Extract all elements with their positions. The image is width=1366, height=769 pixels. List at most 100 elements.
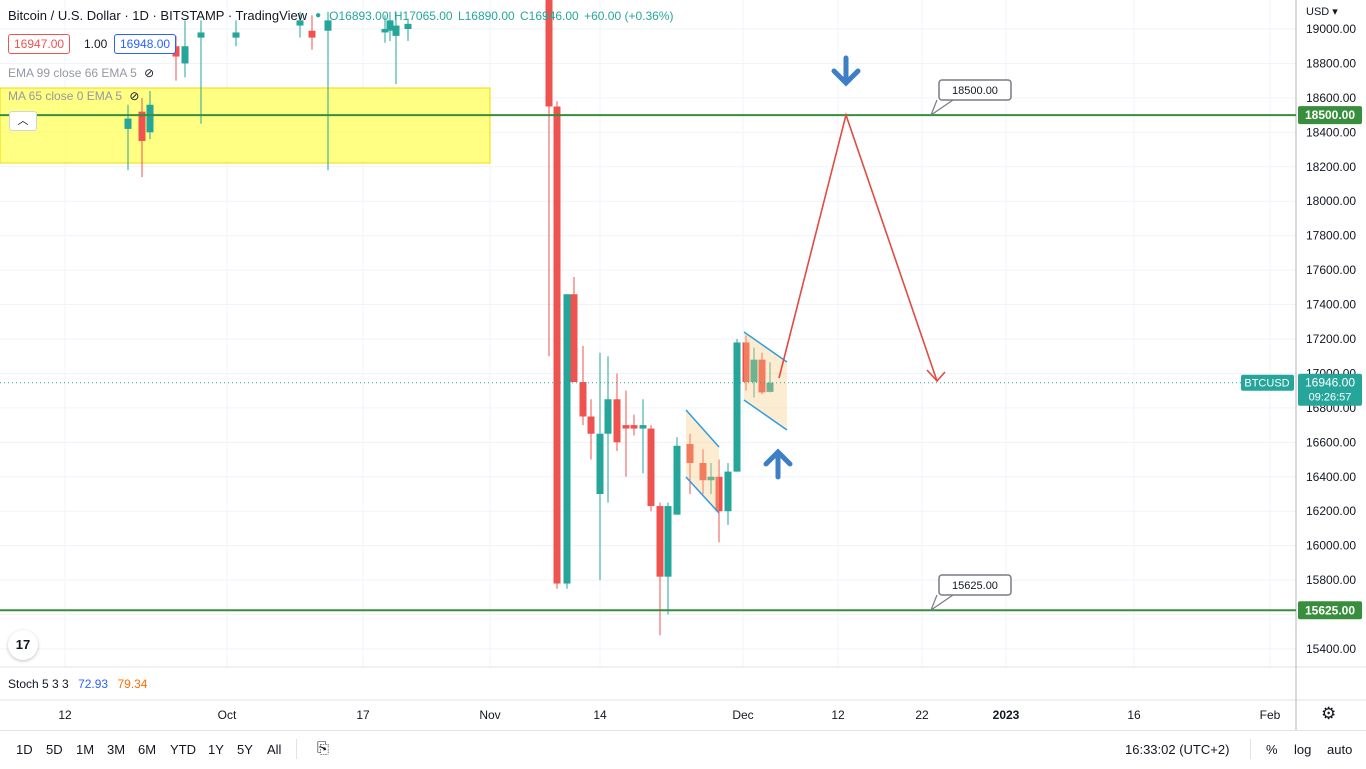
timeframe-5y[interactable]: 5Y bbox=[237, 742, 253, 757]
indicator-ma-legend[interactable]: MA 65 close 0 EMA 5 ⊘ bbox=[8, 89, 139, 103]
indicator-ma-label: MA 65 close 0 EMA 5 bbox=[8, 89, 123, 103]
stoch-name: Stoch 5 3 3 bbox=[8, 677, 69, 691]
gear-icon[interactable]: ⚙ bbox=[1321, 704, 1337, 723]
candle-body[interactable] bbox=[570, 294, 578, 383]
candle-body[interactable] bbox=[553, 106, 561, 584]
candle-body[interactable] bbox=[686, 444, 694, 463]
clock[interactable]: 16:33:02 (UTC+2) bbox=[1125, 742, 1230, 757]
candle-body[interactable] bbox=[146, 104, 154, 133]
candle-body[interactable] bbox=[587, 416, 595, 434]
candle-body[interactable] bbox=[138, 111, 146, 141]
percent-toggle[interactable]: % bbox=[1266, 742, 1278, 757]
arrow-down-icon[interactable] bbox=[831, 55, 861, 87]
compare-icon[interactable]: ⎘ bbox=[317, 740, 330, 757]
candle-body[interactable] bbox=[724, 471, 732, 512]
candle-body[interactable] bbox=[656, 506, 664, 577]
log-toggle[interactable]: log bbox=[1294, 742, 1312, 757]
stoch-legend[interactable]: Stoch 5 3 3 72.93 79.34 bbox=[8, 677, 147, 691]
candle-body[interactable] bbox=[715, 476, 723, 512]
candle-body[interactable] bbox=[404, 23, 412, 29]
candle-body[interactable] bbox=[324, 20, 332, 31]
indicator-ema-label: EMA 99 close 66 EMA 5 bbox=[8, 66, 137, 80]
candle-body[interactable] bbox=[613, 399, 621, 443]
time-axis-label: 16 bbox=[1127, 708, 1141, 722]
timeframe-3m[interactable]: 3M bbox=[107, 742, 126, 757]
time-axis-label: Dec bbox=[732, 708, 753, 722]
candle-body[interactable] bbox=[604, 399, 612, 434]
price-tick-label: 16200.00 bbox=[1306, 504, 1356, 518]
candle-body[interactable] bbox=[232, 32, 240, 38]
timeframe-ytd[interactable]: YTD bbox=[170, 742, 196, 757]
candle-body[interactable] bbox=[742, 342, 750, 383]
candle-body[interactable] bbox=[563, 294, 571, 584]
currency-selector[interactable]: USD ▾ bbox=[1306, 6, 1338, 18]
arrow-up-icon[interactable] bbox=[763, 448, 793, 480]
candle-body[interactable] bbox=[296, 20, 304, 26]
price-tick-label: 17400.00 bbox=[1306, 298, 1356, 312]
callout-top-box[interactable] bbox=[938, 79, 1012, 101]
indicator-ema-legend[interactable]: EMA 99 close 66 EMA 5 ⊘ bbox=[8, 66, 154, 80]
candle-body[interactable] bbox=[308, 30, 316, 38]
buy-price-button[interactable]: 16948.00 bbox=[114, 34, 177, 54]
ohlc-change: +60.00 (+0.36%) bbox=[584, 8, 674, 23]
level-axis-tag[interactable] bbox=[1298, 106, 1362, 125]
candle-body[interactable] bbox=[579, 382, 587, 417]
symbol-legend: Bitcoin / U.S. Dollar · 1D · BITSTAMP · … bbox=[8, 8, 675, 23]
candle-body[interactable] bbox=[596, 433, 604, 494]
candle-body[interactable] bbox=[758, 359, 766, 393]
eye-crossed-icon[interactable]: ⊘ bbox=[144, 66, 155, 80]
symbol-title[interactable]: Bitcoin / U.S. Dollar · 1D · BITSTAMP · … bbox=[8, 8, 308, 23]
level-axis-tag[interactable] bbox=[1298, 601, 1362, 620]
ohlc-high: H17065.00 bbox=[393, 8, 453, 23]
time-axis-label: 12 bbox=[58, 708, 72, 722]
candle-body[interactable] bbox=[181, 46, 189, 64]
price-tick-label: 17200.00 bbox=[1306, 332, 1356, 346]
candle-body[interactable] bbox=[622, 425, 630, 429]
price-tick-label: 17800.00 bbox=[1306, 229, 1356, 243]
timeframe-5d[interactable]: 5D bbox=[46, 742, 63, 757]
candle-body[interactable] bbox=[392, 25, 400, 36]
collapse-legend-button[interactable]: ︿ bbox=[9, 111, 37, 131]
candle-body[interactable] bbox=[647, 428, 655, 507]
tradingview-logo-icon[interactable]: 17 bbox=[8, 630, 38, 660]
projection-path[interactable] bbox=[778, 112, 938, 382]
candle-body[interactable] bbox=[750, 359, 758, 383]
timeframe-all[interactable]: All bbox=[267, 742, 282, 757]
candle-body[interactable] bbox=[639, 425, 647, 429]
candle-body[interactable] bbox=[673, 445, 681, 515]
candle-body[interactable] bbox=[172, 46, 180, 57]
market-status-dot: ● bbox=[315, 10, 322, 21]
flag-pattern-2[interactable] bbox=[744, 332, 787, 430]
callout-bottom-box[interactable] bbox=[938, 574, 1012, 596]
callout-top-pointer bbox=[929, 99, 954, 117]
candle-body[interactable] bbox=[124, 118, 132, 129]
candle-body[interactable] bbox=[707, 476, 715, 481]
symbol-tag[interactable] bbox=[1241, 374, 1294, 391]
chevron-up-icon: ︿ bbox=[17, 115, 29, 127]
candle-body[interactable] bbox=[386, 20, 394, 31]
timeframe-1d[interactable]: 1D bbox=[16, 742, 33, 757]
candle-body[interactable] bbox=[699, 463, 707, 481]
auto-toggle[interactable]: auto bbox=[1327, 742, 1353, 757]
timeframe-1y[interactable]: 1Y bbox=[208, 742, 224, 757]
candle-body[interactable] bbox=[766, 382, 774, 392]
price-tick-label: 18000.00 bbox=[1306, 194, 1356, 208]
resistance-zone[interactable] bbox=[0, 87, 491, 164]
current-price-tag[interactable] bbox=[1298, 373, 1362, 406]
flag-pattern-1[interactable] bbox=[686, 410, 719, 513]
candle-body[interactable] bbox=[197, 32, 205, 38]
timeframe-6m[interactable]: 6M bbox=[138, 742, 157, 757]
candle-body[interactable] bbox=[664, 506, 672, 577]
flag-line bbox=[743, 399, 788, 431]
candle-body[interactable] bbox=[630, 425, 638, 429]
eye-crossed-icon[interactable]: ⊘ bbox=[129, 89, 140, 103]
timeframe-1m[interactable]: 1M bbox=[76, 742, 95, 757]
stoch-d-value: 79.34 bbox=[117, 677, 148, 691]
sell-price-button[interactable]: 16947.00 bbox=[8, 34, 71, 54]
candle-body[interactable] bbox=[545, 0, 553, 107]
ohlc-close: C16946.00 bbox=[520, 8, 579, 23]
candle-body[interactable] bbox=[733, 342, 741, 472]
candle-body[interactable] bbox=[381, 29, 389, 33]
price-tick-label: 16000.00 bbox=[1306, 539, 1356, 553]
